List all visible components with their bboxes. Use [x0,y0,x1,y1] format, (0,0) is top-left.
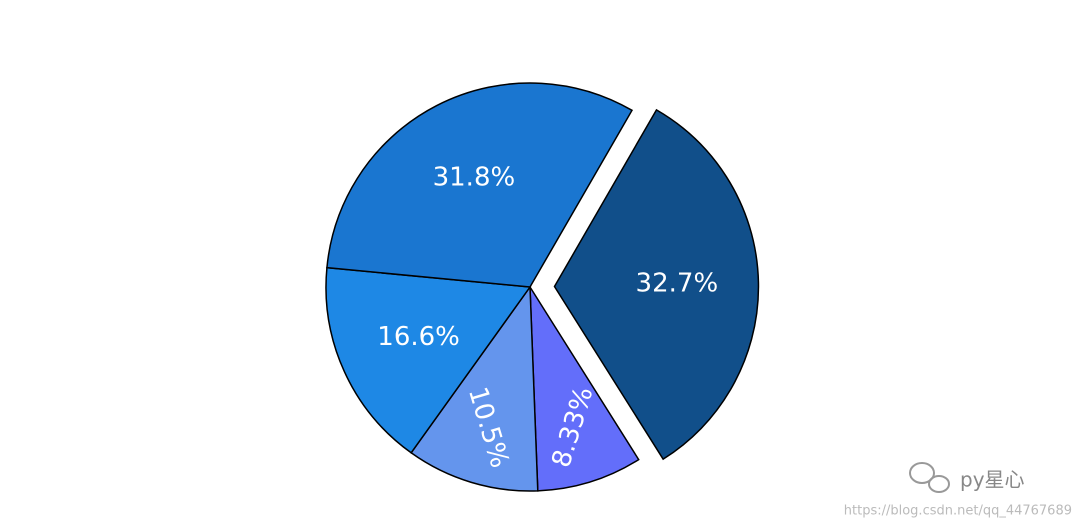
slice-label: 16.6% [377,322,460,352]
watermark-brand: py星心 [960,468,1025,492]
pie-slice [529,284,640,492]
slice-label: 31.8% [433,163,516,193]
pie-slice [325,266,532,454]
pie-slice [553,108,760,461]
slice-label: 32.7% [636,269,719,299]
pie-slice [326,82,634,288]
pie-slice [410,284,539,492]
wechat-icon [909,462,950,493]
watermark-url: https://blog.csdn.net/qq_44767689 [844,504,1072,519]
